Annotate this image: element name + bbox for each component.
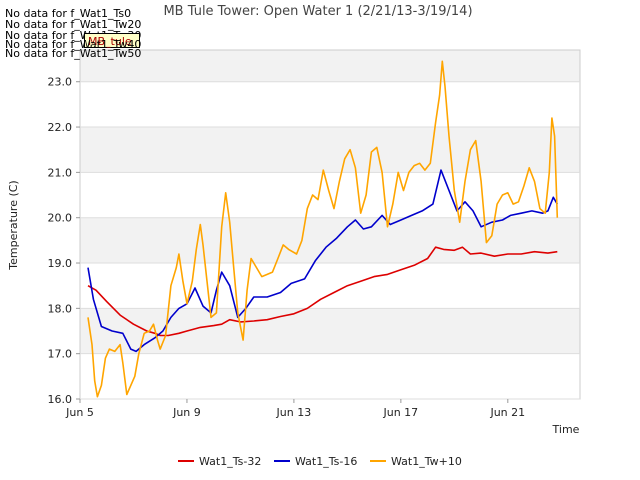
x-tick-label: Jun 21 (489, 406, 525, 419)
nodata-message-ts0: No data for f_Wat1_Ts0 (5, 7, 132, 20)
x-tick-label: Jun 13 (276, 406, 312, 419)
series-line-wat1-tw-10 (87, 60, 559, 398)
y-tick-label: 23.0 (48, 76, 73, 89)
y-tick-label: 18.0 (48, 302, 73, 315)
legend-label-wat1-ts-16: Wat1_Ts-16 (295, 455, 357, 468)
background-band (80, 217, 580, 264)
chart-title: MB Tule Tower: Open Water 1 (2/21/13-3/1… (163, 4, 472, 19)
legend-label-wat1-tw-10: Wat1_Tw+10 (391, 455, 462, 468)
x-tick-label: Jun 17 (383, 406, 419, 419)
y-tick-label: 17.0 (48, 348, 73, 361)
nodata-message-tw20: No data for f_Wat1_Tw20 (5, 18, 142, 31)
site-tag: MB_tule (84, 33, 140, 48)
y-tick-labels: 16.0 17.0 18.0 19.0 20.0 21.0 22.0 23.0 (48, 76, 73, 406)
nodata-message-tw40: No data for f_Wat1_Tw40 (5, 38, 142, 51)
series-lines (87, 60, 559, 398)
y-tick-label: 22.0 (48, 121, 73, 134)
gridlines (76, 81, 580, 403)
x-tick-labels: Jun 5 Jun 9 Jun 13 Jun 17 Jun 21 (65, 406, 525, 419)
y-tick-label: 21.0 (48, 166, 73, 179)
legend-label-wat1-ts-32: Wat1_Ts-32 (199, 455, 261, 468)
nodata-message-tw30: No data for f_Wat1_Tw30 (5, 29, 142, 42)
x-tick-label: Jun 5 (65, 406, 94, 419)
series-line-wat1-ts-16 (87, 169, 558, 353)
x-axis-label: Time (552, 423, 580, 436)
y-tick-label: 16.0 (48, 393, 73, 406)
legend: Wat1_Ts-32 Wat1_Ts-16 Wat1_Tw+10 (178, 455, 462, 468)
y-tick-label: 19.0 (48, 257, 73, 270)
series-line-wat1-ts-32 (87, 246, 558, 337)
nodata-message-tw50: No data for f_Wat1_Tw50 (5, 47, 142, 60)
background-band (80, 127, 580, 173)
plot-background-bands (80, 50, 580, 354)
y-tick-label: 20.0 (48, 212, 73, 225)
x-tick-label: Jun 9 (172, 406, 201, 419)
y-axis-label: Temperature (C) (7, 180, 20, 270)
background-band (80, 50, 580, 82)
